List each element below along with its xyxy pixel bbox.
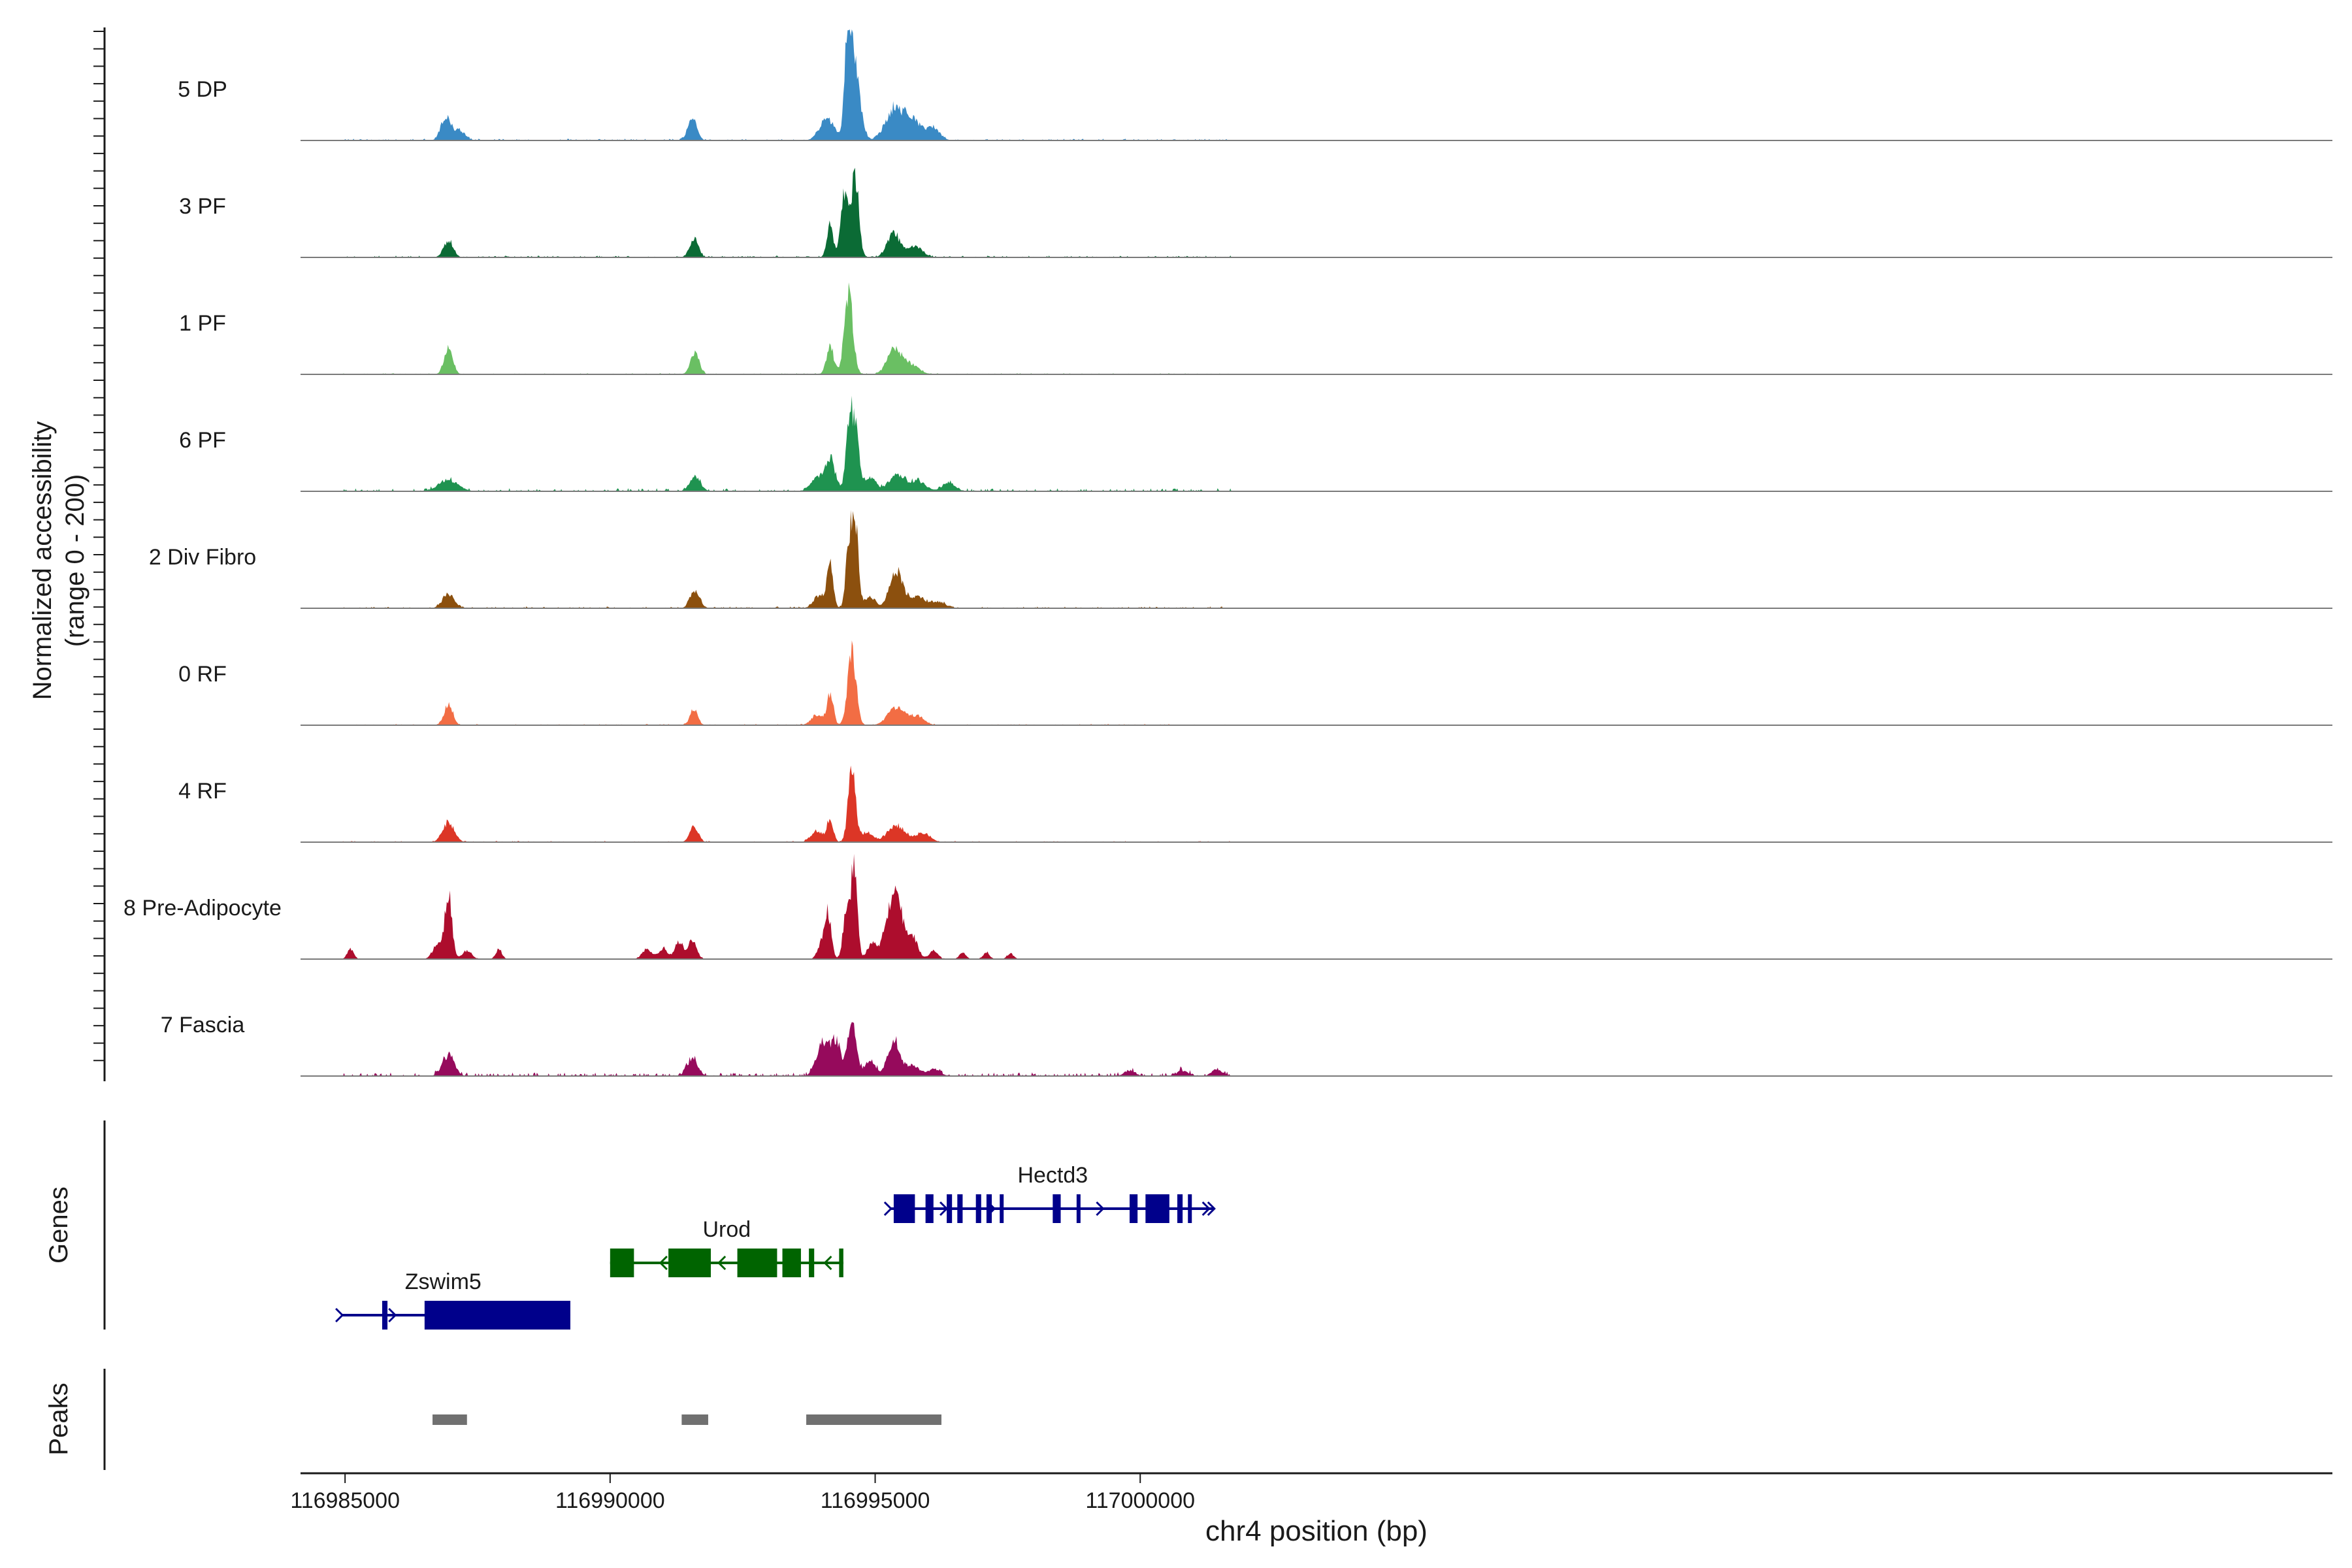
x-axis-ticks: 116985000 116990000 116995000 117000000 (290, 1473, 1195, 1513)
track-label: 0 RF (178, 662, 227, 687)
gene-exon (1129, 1194, 1138, 1223)
track-label: 7 Fascia (161, 1013, 245, 1037)
coverage-area (342, 395, 2330, 491)
track-label: 5 DP (178, 77, 227, 102)
gene-exon (893, 1194, 915, 1223)
gene-exon (1053, 1194, 1061, 1223)
gene-label: Hectd3 (1017, 1163, 1088, 1188)
x-axis-title: chr4 position (bp) (1205, 1515, 1428, 1547)
strand-arrow (823, 1255, 832, 1271)
gene-exon (1188, 1194, 1192, 1223)
gene-exon (975, 1194, 981, 1223)
x-tick-label: 116985000 (290, 1488, 400, 1513)
strand-arrow (1096, 1201, 1105, 1217)
gene-exon (925, 1194, 934, 1223)
gene-exon (947, 1194, 953, 1223)
x-tick-label: 116995000 (821, 1488, 930, 1513)
gene-exon (957, 1194, 963, 1223)
gene-exon (668, 1249, 711, 1277)
gene-annotations: Zswim5 Urod Hectd3 (335, 1163, 1216, 1330)
gene-exon (839, 1249, 843, 1277)
track-label: 1 PF (179, 311, 226, 336)
peak-region-bar (806, 1414, 941, 1425)
gene-label: Zswim5 (405, 1269, 482, 1294)
coverage-area (342, 282, 2330, 374)
gene-exon (610, 1249, 634, 1277)
gene-exon (809, 1249, 815, 1277)
coverage-area (342, 1022, 2330, 1076)
genes-axis-title: Genes (44, 1186, 73, 1264)
track-label: 8 Pre-Adipocyte (123, 896, 282, 921)
coverage-area (342, 854, 2330, 959)
gene-exon (382, 1301, 388, 1330)
coverage-tracks (301, 29, 2332, 1077)
strand-arrow (939, 1201, 949, 1217)
gene-exon (424, 1301, 570, 1330)
strand-arrow (388, 1307, 397, 1323)
coverage-area (342, 29, 2330, 140)
gene-exon (1177, 1194, 1183, 1223)
peak-regions (433, 1414, 941, 1425)
peak-region-bar (433, 1414, 467, 1425)
gene-label: Urod (702, 1217, 751, 1242)
strand-arrow (335, 1307, 344, 1323)
strand-arrow (883, 1201, 892, 1217)
coverage-area (342, 510, 2330, 608)
strand-arrow (1201, 1201, 1211, 1217)
gene-exon (986, 1194, 992, 1223)
x-tick-label: 116990000 (555, 1488, 665, 1513)
gene-exon (782, 1249, 801, 1277)
strand-arrow (1207, 1201, 1216, 1217)
gene-exon (1145, 1194, 1169, 1223)
strand-arrow (717, 1255, 727, 1271)
track-label: 4 RF (178, 779, 227, 804)
strand-arrow (659, 1255, 668, 1271)
gene-exon (1000, 1194, 1004, 1223)
y-axis-ticks (93, 31, 105, 1062)
coverage-area (342, 765, 2330, 842)
strand-arrow (1162, 1201, 1171, 1217)
gene-exon (1076, 1194, 1081, 1223)
peak-region-bar (681, 1414, 708, 1425)
peaks-axis-title: Peaks (44, 1382, 73, 1455)
track-label: 6 PF (179, 428, 226, 453)
track-label: 3 PF (179, 194, 226, 219)
track-labels: 5 DP 3 PF 1 PF 6 PF 2 Div Fibro 0 RF 4 RF 8 Pre… (123, 77, 282, 1037)
y-axis-subtitle: (range 0 - 200) (61, 474, 90, 647)
gene-exon (737, 1249, 777, 1277)
coverage-area (342, 167, 2330, 257)
strand-arrow (987, 1201, 996, 1217)
track-label: 2 Div Fibro (149, 545, 256, 570)
y-axis-title: Normalized accessibility (28, 421, 57, 700)
coverage-area (342, 640, 2330, 725)
x-tick-label: 117000000 (1085, 1488, 1195, 1513)
